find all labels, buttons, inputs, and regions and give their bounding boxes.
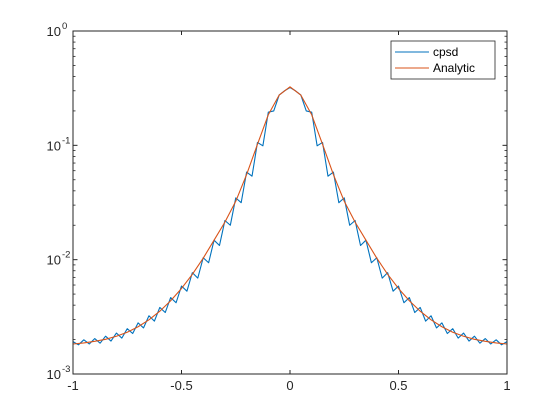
y-tick-label-exponent: 0	[62, 21, 67, 32]
legend-label-cpsd: cpsd	[433, 45, 458, 59]
y-tick-label-base: 10	[47, 138, 61, 153]
y-tick-label-exponent: -3	[62, 364, 70, 375]
series-line-cpsd	[72, 87, 508, 346]
x-tick-label: -0.5	[170, 378, 192, 393]
x-tick-label: 0.5	[389, 378, 407, 393]
y-tick-label: 10 -3	[47, 364, 71, 382]
x-tick-label: 0	[286, 378, 293, 393]
y-tick-label-base: 10	[47, 253, 61, 268]
x-axis-ticks: -1 -0.5 0 0.5 1	[67, 31, 511, 393]
y-tick-label-exponent: -1	[62, 135, 70, 146]
y-tick-label-exponent: -2	[62, 250, 70, 261]
y-tick-label: 10 -2	[47, 250, 71, 268]
y-tick-label: 10 -1	[47, 135, 71, 153]
x-tick-label: 1	[503, 378, 510, 393]
y-tick-label: 10 0	[47, 21, 68, 39]
series-line-analytic	[72, 86, 508, 345]
series-layer	[72, 86, 508, 346]
y-tick-label-base: 10	[47, 24, 61, 39]
legend-label-analytic: Analytic	[433, 61, 475, 75]
legend-box	[390, 40, 496, 80]
legend: cpsd Analytic	[390, 40, 496, 80]
x-tick-label: -1	[67, 378, 79, 393]
y-tick-label-base: 10	[47, 367, 61, 382]
